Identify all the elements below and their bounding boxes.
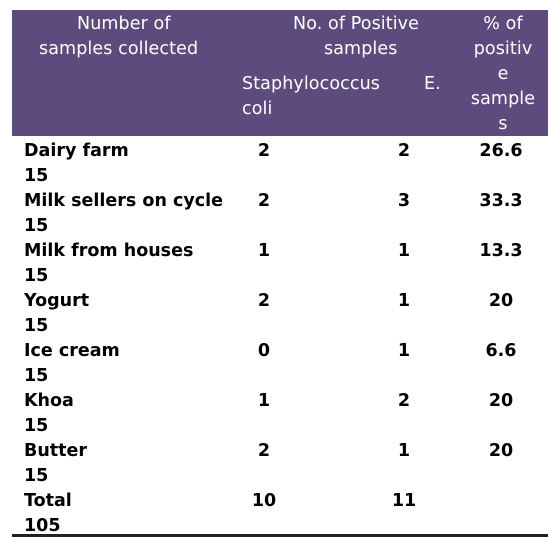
header-staphylococcus: Staphylococcus	[242, 74, 380, 94]
row-name: Dairy farm	[24, 141, 129, 161]
row-staph: 1	[257, 241, 271, 261]
row-ecoli: 2	[397, 141, 411, 161]
row-staph: 2	[257, 191, 271, 211]
row-percent: 20	[488, 291, 514, 311]
row-percent: 13.3	[479, 241, 523, 261]
table-header: Number of samples collected No. of Posit…	[12, 10, 548, 136]
row-staph: 0	[257, 341, 271, 361]
header-percent-line5: s	[498, 114, 508, 134]
row-count: 15	[24, 466, 49, 486]
header-positive-line1: No. of Positive	[293, 14, 420, 34]
row-count: 15	[24, 316, 49, 336]
row-count: 105	[24, 516, 61, 536]
row-name: Total	[24, 491, 72, 511]
row-count: 15	[24, 216, 49, 236]
samples-table: Number of samples collected No. of Posit…	[12, 10, 548, 538]
row-ecoli: 1	[397, 241, 411, 261]
row-staph: 1	[257, 391, 271, 411]
row-count: 15	[24, 266, 49, 286]
row-ecoli: 3	[397, 191, 411, 211]
header-samples-collected-line2: samples collected	[39, 39, 199, 59]
header-samples-collected-line1: Number of	[77, 14, 171, 34]
row-staph: 10	[251, 491, 277, 511]
row-ecoli: 1	[397, 441, 411, 461]
header-percent-line1: % of	[483, 14, 523, 34]
row-ecoli: 11	[391, 491, 417, 511]
row-ecoli: 1	[397, 341, 411, 361]
row-count: 15	[24, 366, 49, 386]
header-percent-line3: e	[497, 64, 509, 84]
row-ecoli: 1	[397, 291, 411, 311]
row-percent: 6.6	[485, 341, 517, 361]
row-name: Milk sellers on cycle	[24, 191, 224, 211]
row-staph: 2	[257, 141, 271, 161]
header-coli: coli	[242, 99, 273, 119]
row-percent: 26.6	[479, 141, 523, 161]
row-name: Milk from houses	[24, 241, 194, 261]
row-name: Khoa	[24, 391, 74, 411]
row-percent: 20	[488, 441, 514, 461]
header-positive-line2: samples	[324, 39, 398, 59]
row-name: Ice cream	[24, 341, 120, 361]
row-percent: 20	[488, 391, 514, 411]
row-count: 15	[24, 416, 49, 436]
row-name: Butter	[24, 441, 88, 461]
row-count: 15	[24, 166, 49, 186]
header-percent-line2: positiv	[473, 39, 533, 59]
row-name: Yogurt	[24, 291, 90, 311]
header-e: E.	[424, 74, 441, 94]
row-percent: 33.3	[479, 191, 523, 211]
row-staph: 2	[257, 291, 271, 311]
row-staph: 2	[257, 441, 271, 461]
table-bottom-border	[12, 534, 548, 537]
header-percent-line4: sample	[470, 89, 536, 109]
row-ecoli: 2	[397, 391, 411, 411]
